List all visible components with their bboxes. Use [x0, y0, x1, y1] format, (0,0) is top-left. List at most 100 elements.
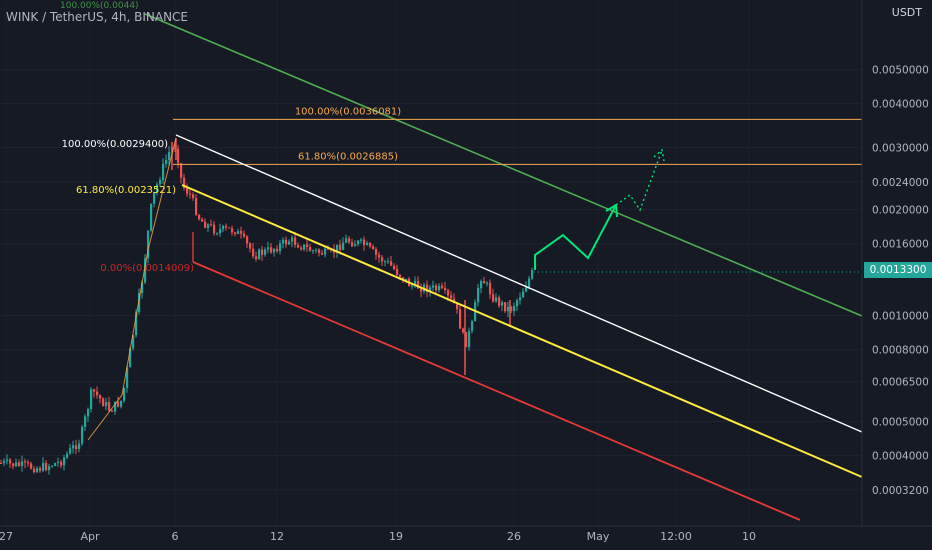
candle-body: [48, 466, 51, 471]
currency-label[interactable]: USDT: [891, 6, 922, 19]
candle-body: [3, 460, 6, 464]
candle-body: [225, 225, 228, 228]
candle-body: [174, 147, 177, 149]
candle-body: [72, 445, 75, 449]
candle-body: [531, 270, 534, 279]
candle-body: [66, 453, 69, 458]
y-tick-label: 0.0003200: [872, 485, 929, 497]
candle-body: [303, 244, 306, 250]
candle-body: [165, 159, 168, 164]
green-trend-line[interactable]: [144, 13, 863, 317]
candle-body: [24, 461, 27, 463]
candle-body: [489, 282, 492, 295]
candle-body: [417, 281, 420, 289]
candle-body: [204, 221, 207, 228]
x-tick-label: 10: [742, 530, 756, 543]
channel-top-line[interactable]: [175, 134, 863, 433]
candle-body: [369, 242, 372, 247]
channel-bottom-line[interactable]: [192, 261, 801, 521]
x-tick-label: Apr: [80, 530, 100, 543]
candle-body: [387, 261, 390, 263]
y-tick-label: 0.0004000: [872, 451, 929, 463]
candle-body: [372, 246, 375, 250]
candle-body: [180, 163, 183, 178]
candle-body: [108, 402, 111, 411]
candle-body: [492, 294, 495, 302]
channel-mid-line[interactable]: [181, 184, 863, 478]
projection-path[interactable]: [534, 204, 617, 270]
candle-body: [258, 249, 261, 260]
candle-body: [198, 214, 201, 220]
candle-body: [399, 274, 402, 278]
candle-body: [486, 282, 489, 284]
candle-body: [90, 389, 93, 410]
candle-body: [87, 409, 90, 417]
candle-body: [528, 278, 531, 288]
candle-body: [42, 462, 45, 471]
candle-body: [255, 256, 258, 260]
price-axis[interactable]: 0.0050000 0.0040000 0.0030000 0.0024000 0.00…: [861, 0, 929, 526]
candle-body: [183, 177, 186, 189]
candle-body: [57, 461, 60, 464]
candle-body: [222, 225, 225, 230]
y-tick-label: 0.0040000: [872, 99, 929, 111]
y-tick-label: 0.0030000: [872, 143, 929, 155]
candle-body: [360, 239, 363, 241]
candle-body: [12, 463, 15, 467]
candle-body: [483, 281, 486, 284]
candle-body: [351, 242, 354, 247]
candle-body: [441, 285, 444, 288]
time-axis[interactable]: 27 Apr 6 12 19 26 May 12:00 10: [0, 525, 932, 543]
candle-body: [501, 302, 504, 306]
candle-body: [282, 239, 285, 244]
candle-body: [96, 391, 99, 396]
candle-body: [78, 443, 81, 450]
candle-body: [426, 284, 429, 292]
candle-body: [63, 457, 66, 466]
y-tick-label: 0.0006500: [872, 376, 929, 388]
x-tick-label: May: [587, 530, 610, 543]
candle-body: [315, 249, 318, 251]
candle-body: [312, 250, 315, 252]
candle-body: [465, 332, 468, 348]
fib-top-partial-label: 100.00%(0.0044): [60, 1, 139, 11]
fib-level-label: 61.80%(0.0026885): [298, 151, 398, 162]
candle-body: [438, 285, 441, 291]
candle-body: [288, 241, 291, 245]
candle-body: [339, 244, 342, 250]
candle-body: [192, 194, 195, 199]
candle-body: [141, 282, 144, 294]
candle-body: [321, 252, 324, 255]
candle-body: [414, 281, 417, 286]
candle-body: [342, 242, 345, 250]
candle-body: [480, 281, 483, 289]
candle-body: [324, 248, 327, 255]
candle-body: [99, 395, 102, 399]
candle-body: [375, 249, 378, 255]
candle-body: [471, 321, 474, 331]
candle-body: [381, 257, 384, 262]
candle-body: [507, 306, 510, 312]
candle-body: [306, 244, 309, 247]
candle-body: [384, 261, 387, 263]
candle-body: [411, 285, 414, 287]
candle-body: [390, 261, 393, 266]
candle-body: [54, 463, 57, 466]
y-tick-label: 0.0020000: [872, 205, 929, 217]
candle-body: [189, 193, 192, 195]
candle-body: [327, 248, 330, 250]
fib-anchor-leg: [87, 137, 177, 441]
projection-dotted-path[interactable]: [615, 149, 663, 212]
x-tick-label: 12: [270, 530, 284, 543]
y-tick-label: 0.0005000: [872, 417, 929, 429]
candle-body: [219, 229, 222, 234]
candle-body: [276, 248, 279, 252]
candle-body: [435, 285, 438, 291]
candle-body: [525, 287, 528, 292]
candle-body: [216, 233, 219, 235]
candle-body: [363, 239, 366, 246]
candle-body: [420, 288, 423, 292]
candle-body: [246, 236, 249, 244]
x-tick-label: 6: [172, 530, 179, 543]
